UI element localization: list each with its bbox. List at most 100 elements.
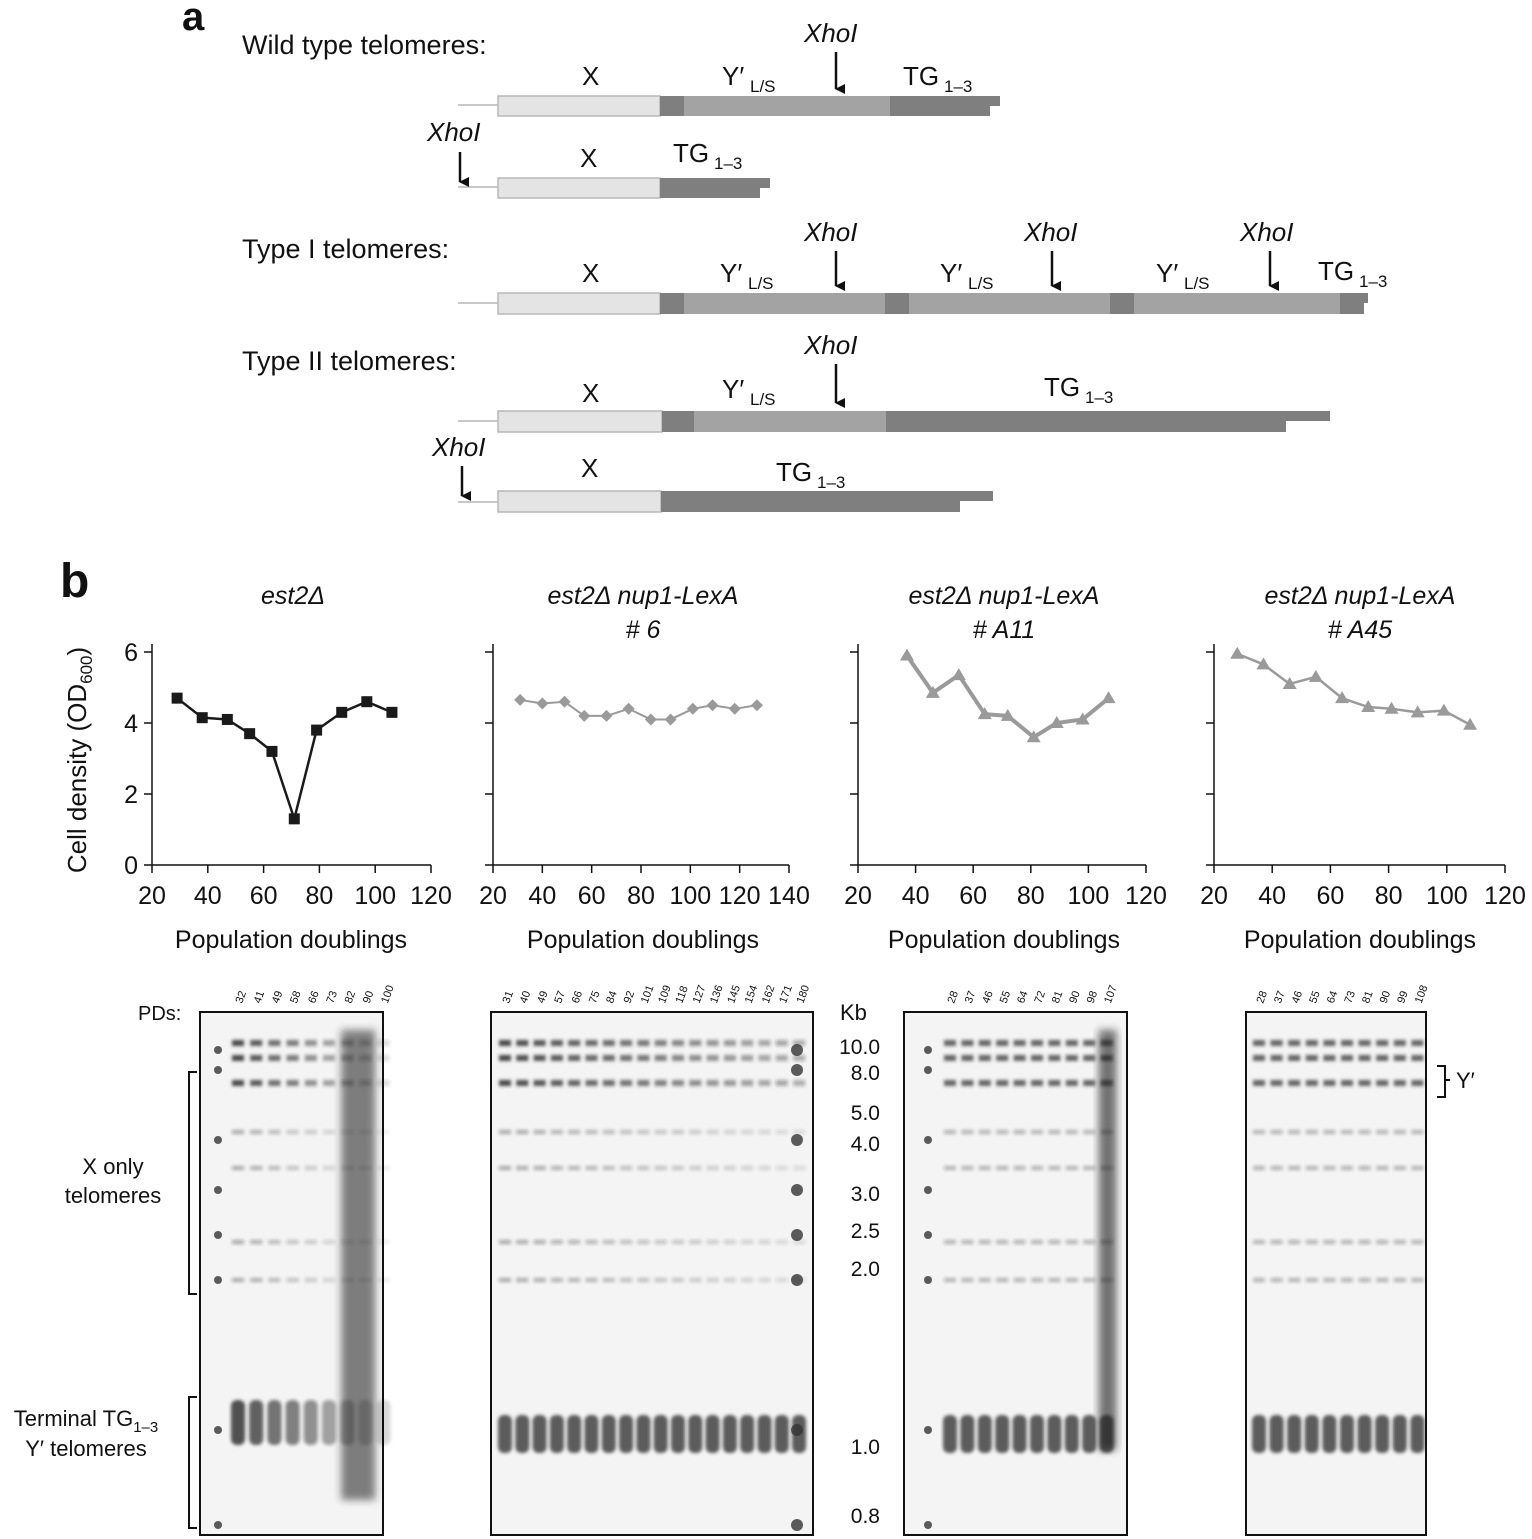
- gel-lane: [1082, 1040, 1097, 1453]
- gel-lane: [1304, 1040, 1319, 1453]
- band: [516, 1240, 529, 1244]
- gel-lane: [601, 1040, 616, 1453]
- band: [996, 1055, 1009, 1061]
- band: [1411, 1040, 1424, 1046]
- gel-lane: [1030, 1040, 1044, 1453]
- data-point: [600, 709, 613, 722]
- wt-y-prime-telomere: X Y′ L/S TG 1–3 XhoI: [458, 18, 1000, 117]
- terminal-smear: [231, 1400, 245, 1445]
- band: [1288, 1130, 1301, 1134]
- band: [1305, 1055, 1318, 1061]
- wt-x-only-telomere: X TG 1–3 XhoI: [426, 117, 770, 199]
- band: [1411, 1278, 1424, 1282]
- lane-pd-label: 75: [587, 989, 602, 1005]
- terminal-smear: [376, 1400, 391, 1445]
- data-point: [288, 813, 300, 825]
- gel-lane: [1410, 1040, 1425, 1453]
- y-prime-label: Y′: [720, 258, 742, 288]
- ladder-band: [214, 1066, 222, 1074]
- gel-lane: [1064, 1040, 1079, 1453]
- ladder-band: [214, 1136, 222, 1144]
- band: [585, 1080, 598, 1086]
- gel-lane: [671, 1040, 685, 1453]
- kb-marker-label: 1.0: [851, 1436, 880, 1459]
- band: [1323, 1040, 1336, 1046]
- gel-lane: [1269, 1040, 1284, 1453]
- band: [268, 1080, 281, 1086]
- band: [775, 1055, 788, 1061]
- band: [1323, 1166, 1336, 1170]
- gel-lane: [549, 1040, 564, 1453]
- band: [1065, 1040, 1078, 1046]
- band: [304, 1040, 317, 1046]
- y-tick-label: 0: [124, 852, 138, 880]
- x-tick-label: 100: [354, 882, 396, 910]
- tg-label: TG: [1318, 256, 1354, 286]
- terminal-smear: [549, 1415, 564, 1453]
- band: [1253, 1278, 1265, 1282]
- lane-pd-label: 57: [552, 989, 567, 1005]
- band: [516, 1278, 529, 1282]
- kb-marker-label: 5.0: [851, 1102, 880, 1125]
- band: [1253, 1080, 1265, 1086]
- terminal-smear: [1030, 1415, 1044, 1453]
- band: [1305, 1240, 1318, 1244]
- band: [1048, 1278, 1061, 1282]
- band: [377, 1040, 390, 1046]
- band: [1376, 1278, 1389, 1282]
- tg-label: TG: [903, 61, 939, 91]
- band: [944, 1040, 956, 1046]
- band: [568, 1080, 581, 1086]
- band: [1270, 1080, 1283, 1086]
- band: [1305, 1040, 1318, 1046]
- band: [637, 1240, 650, 1244]
- data-point: [578, 709, 591, 722]
- kb-marker-labels: 10.0 8.0 5.0 4.0 3.0 2.5 2.0 1.0 0.8: [839, 1036, 880, 1528]
- lane-pd-label: 72: [1033, 989, 1048, 1005]
- ladder-band: [791, 1044, 803, 1056]
- band: [516, 1040, 529, 1046]
- band: [585, 1240, 598, 1244]
- terminal-smear: [1410, 1415, 1425, 1453]
- ls-subscript: L/S: [750, 77, 776, 96]
- gel-lane: [740, 1040, 755, 1453]
- band: [550, 1040, 563, 1046]
- chart-title: est2Δ nup1-LexA: [1265, 582, 1456, 610]
- data-point: [336, 706, 348, 718]
- band: [1411, 1166, 1424, 1170]
- band: [1048, 1166, 1061, 1170]
- y-tick-label: 6: [124, 639, 138, 667]
- x-tick-label: 120: [719, 882, 761, 910]
- terminal-label-line1: Terminal TG1–3: [14, 1406, 158, 1436]
- band: [775, 1278, 788, 1282]
- band: [1341, 1240, 1353, 1244]
- band: [1013, 1278, 1026, 1282]
- lane-pd-label: 109: [656, 984, 674, 1005]
- y-prime-label: Y′: [1156, 258, 1178, 288]
- band: [1358, 1080, 1371, 1086]
- x-tick-label: 100: [669, 882, 711, 910]
- band: [1305, 1130, 1318, 1134]
- band: [1288, 1166, 1301, 1170]
- band: [1031, 1040, 1043, 1046]
- type2-heading: Type II telomeres:: [242, 346, 457, 376]
- band: [250, 1055, 263, 1061]
- xhoi-label: XhoI: [1023, 217, 1078, 247]
- band: [1393, 1080, 1406, 1086]
- band: [1393, 1278, 1406, 1282]
- band: [568, 1040, 581, 1046]
- ls-subscript: L/S: [968, 274, 994, 293]
- band: [1376, 1240, 1389, 1244]
- gel-lane: [303, 1040, 318, 1445]
- data-point: [1101, 691, 1116, 704]
- band: [961, 1278, 974, 1282]
- band: [723, 1166, 736, 1170]
- band: [568, 1130, 581, 1134]
- terminal-smear: [995, 1415, 1010, 1453]
- series-line: [176, 697, 393, 821]
- x-only-label-line2: telomeres: [65, 1183, 162, 1208]
- band: [654, 1278, 667, 1282]
- lane-pd-label: 90: [1378, 989, 1393, 1005]
- lane-pd-label: 100: [379, 984, 397, 1005]
